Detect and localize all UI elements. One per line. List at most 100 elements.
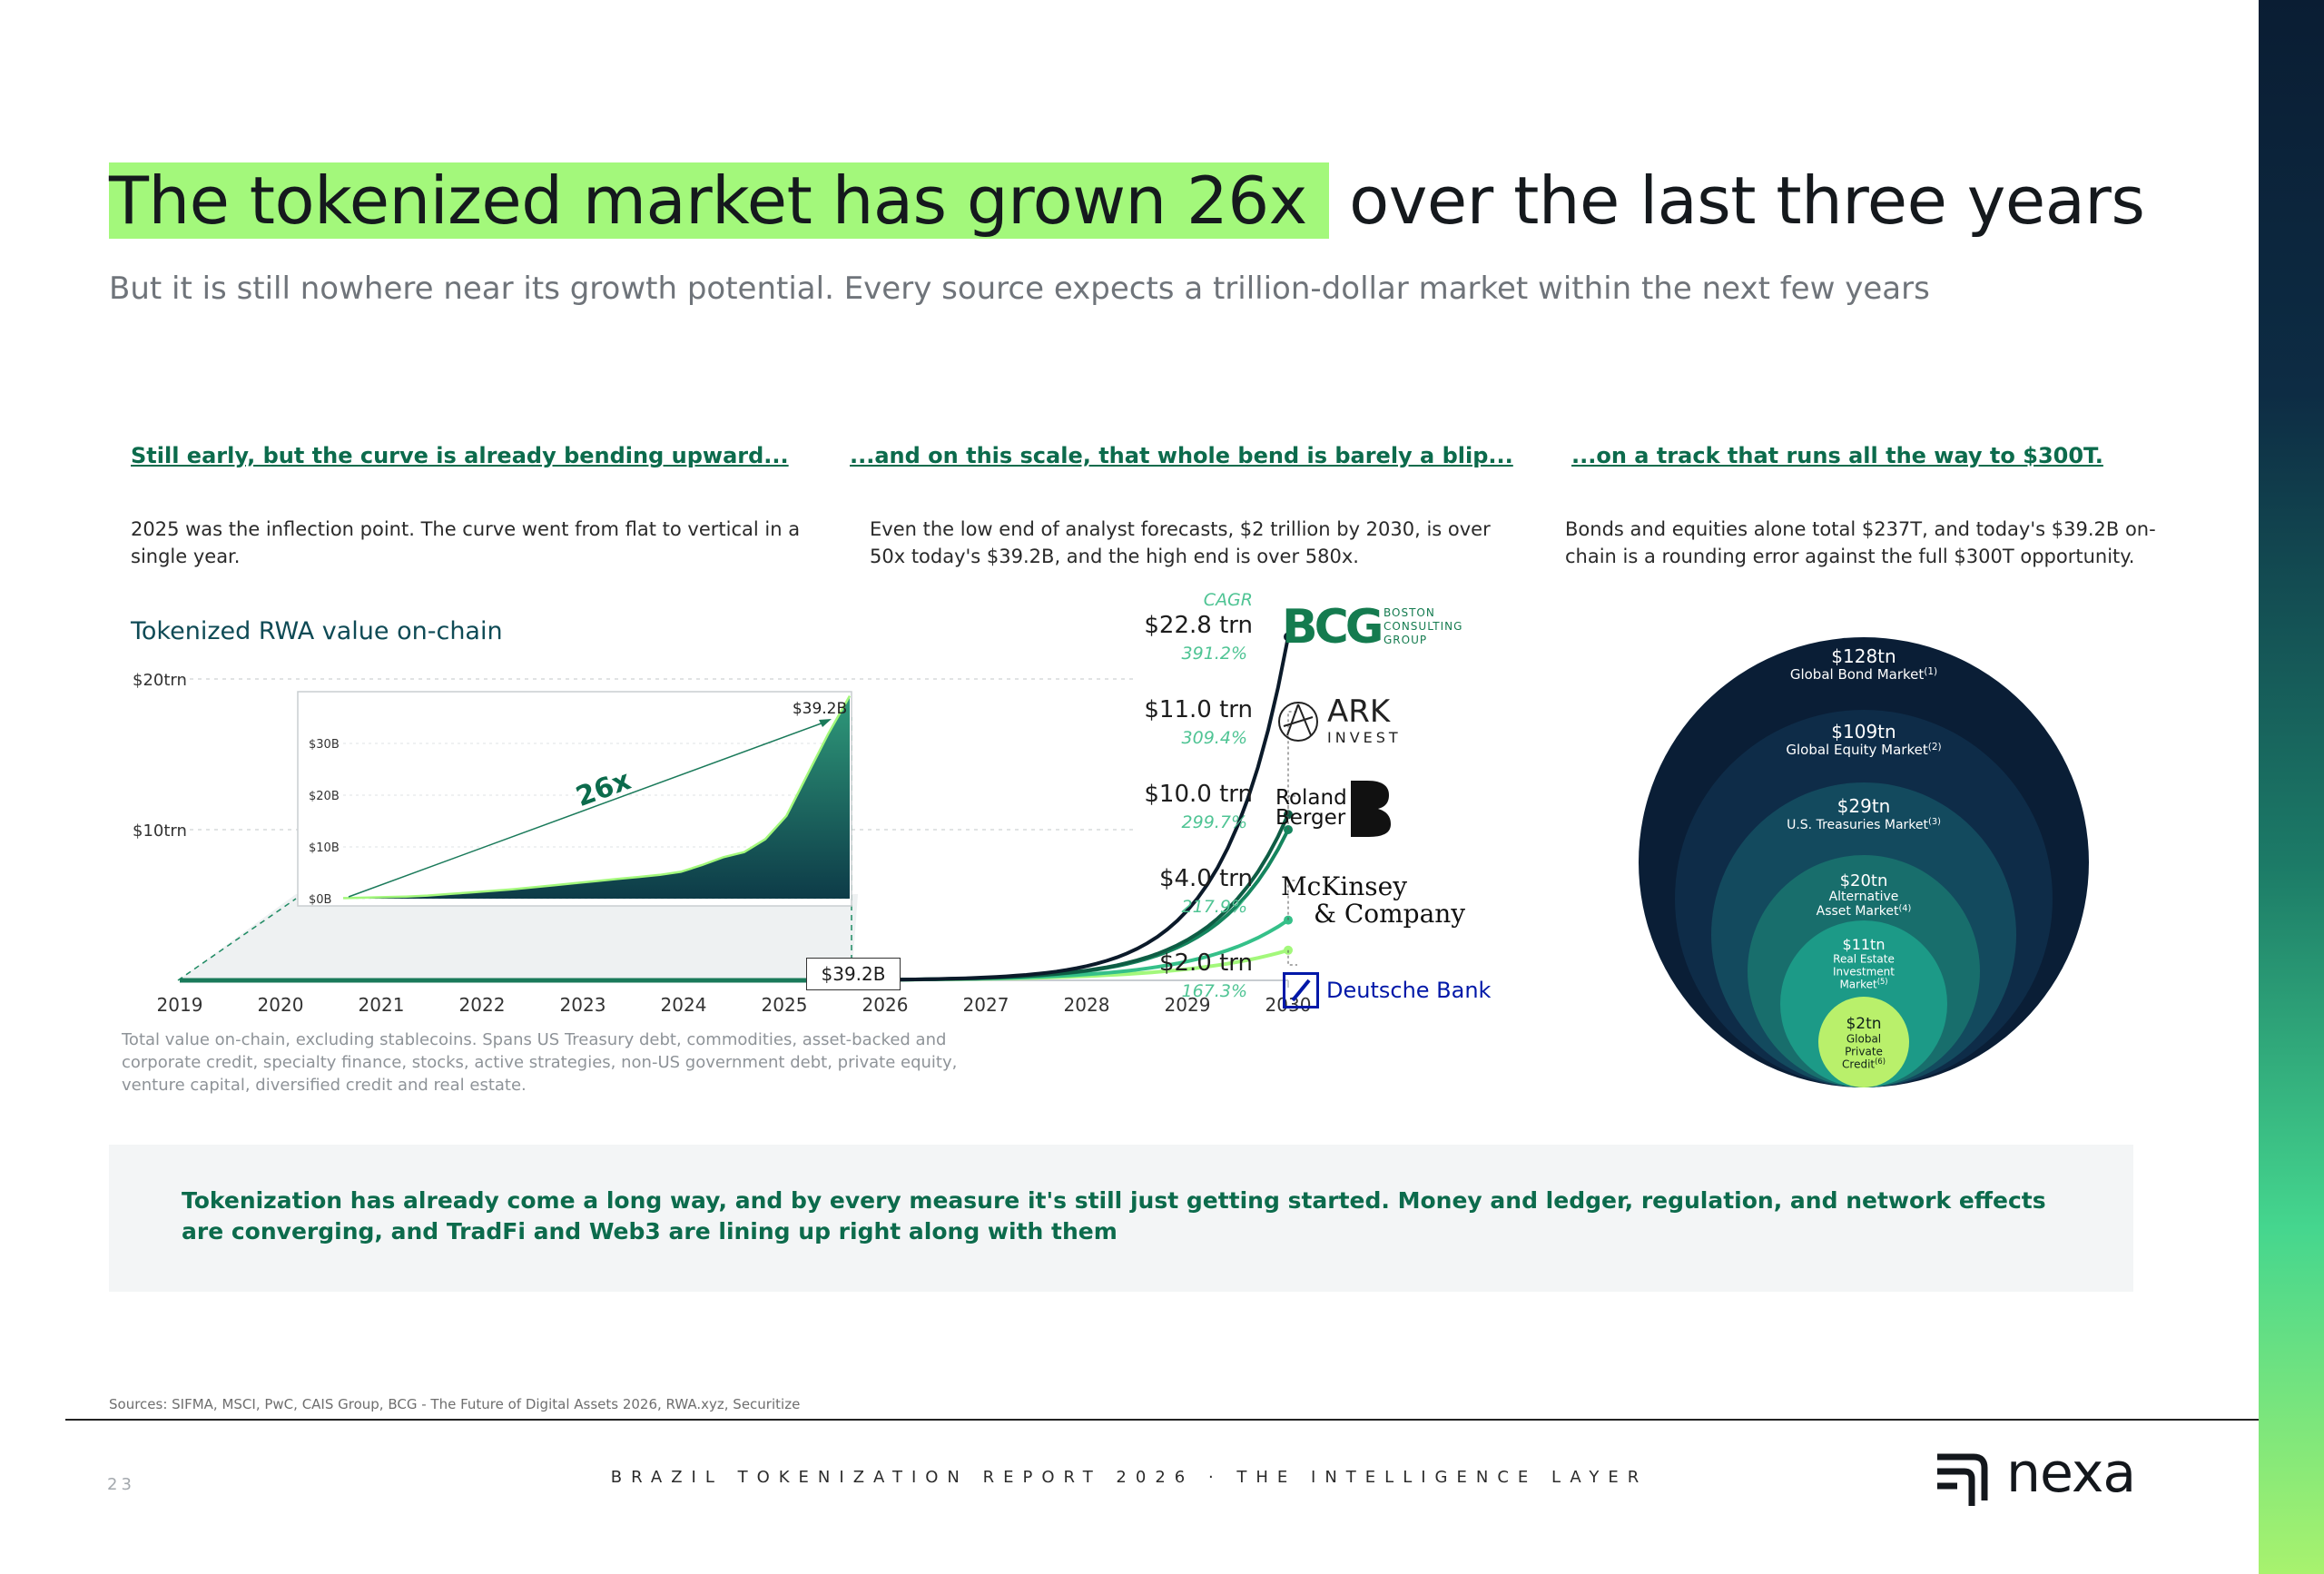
roland-line-2: Berger	[1275, 806, 1346, 830]
bcg-sub-3: GROUP	[1384, 634, 1428, 646]
x-tick-label: 2030	[1265, 994, 1312, 1016]
circle-label: Global Equity Market(2)	[1786, 742, 1941, 758]
forecast-lines	[884, 632, 1293, 982]
roland-berger-text: Roland Berger	[1275, 786, 1347, 830]
page-subtitle: But it is still nowhere near its growth …	[109, 271, 1930, 307]
bcg-logo: BCG	[1282, 600, 1482, 654]
x-tick-label: 2020	[258, 994, 304, 1016]
y-axis-labels: $10trn $20trn	[133, 671, 187, 841]
footer-rule	[65, 1419, 2259, 1421]
inset-projection-left	[177, 898, 297, 981]
forecast-cagr-label: 309.4%	[1182, 728, 1247, 748]
x-tick-label: 2029	[1165, 994, 1211, 1016]
column-2-text: Even the low end of analyst forecasts, $…	[870, 518, 1491, 567]
column-2-heading: ...and on this scale, that whole bend is…	[850, 443, 1513, 468]
circle-note: (6)	[1875, 1057, 1886, 1066]
circle-note: (1)	[1924, 666, 1937, 677]
x-tick-label: 2022	[459, 994, 506, 1016]
circle-value: $20tn	[1840, 871, 1888, 890]
mckinsey-text: McKinsey & Company	[1281, 873, 1465, 928]
gradient-sidebar	[2259, 0, 2324, 1574]
inset-floor	[178, 894, 858, 980]
mckinsey-line-1: McKinsey	[1281, 871, 1408, 901]
circle-note: (2)	[1928, 742, 1942, 753]
forecast-value-label: $2.0 trn	[1159, 949, 1253, 977]
page-title: The tokenized market has grown 26x over …	[109, 159, 2145, 242]
nexa-logo-icon	[1934, 1448, 1997, 1511]
forecast-cagr-label: 217.9%	[1182, 897, 1247, 917]
title-highlight: The tokenized market has grown 26x	[109, 162, 1329, 239]
forecast-value-label: $4.0 trn	[1159, 865, 1253, 892]
forecast-endpoint	[1284, 632, 1293, 642]
chart-title: Tokenized RWA value on-chain	[131, 617, 503, 645]
deutsche-bank-text: Deutsche Bank	[1326, 978, 1492, 1003]
x-tick-label: 2024	[661, 994, 707, 1016]
forecast-cagr-label: 167.3%	[1182, 981, 1247, 1001]
x-tick-label: 2023	[560, 994, 606, 1016]
deutsche-bank-icon	[1283, 972, 1319, 1008]
mckinsey-line-2: & Company	[1314, 899, 1466, 929]
nexa-logo-text: nexa	[2006, 1441, 2136, 1505]
circle-value: $29tn	[1837, 795, 1891, 817]
growth-arrow-head	[819, 719, 832, 727]
x-tick-label: 2025	[762, 994, 808, 1016]
circle-value: $2tn	[1846, 1015, 1881, 1033]
column-1-heading: Still early, but the curve is already be…	[131, 443, 789, 468]
forecast-labels: CAGR$22.8 trn 391.2% $11.0 trn 309.4% $10.0 …	[1144, 590, 1297, 1001]
forecast-value-label: $10.0 trn	[1144, 781, 1253, 808]
forecast-cagr-label: 299.7%	[1182, 812, 1247, 832]
inset-y-tick: $30B	[309, 738, 340, 752]
x-tick-label: 2028	[1064, 994, 1110, 1016]
circle-note: (3)	[1928, 817, 1941, 827]
circle-note: (5)	[1877, 977, 1888, 986]
report-title: BRAZIL TOKENIZATION REPORT 2026 · THE IN…	[610, 1468, 1649, 1487]
chart-baseline	[180, 978, 1289, 988]
roland-line-1: Roland	[1275, 786, 1347, 810]
inset-y-tick: $0B	[309, 893, 331, 907]
growth-arrow	[348, 721, 827, 898]
title-rest: over the last three years	[1349, 162, 2145, 239]
circle-label: Market(5)	[1839, 977, 1887, 990]
inset-area	[343, 695, 850, 899]
inset-end-label: $39.2B	[793, 700, 847, 718]
circle-label: Asset Market(4)	[1817, 903, 1912, 919]
circle-label: Global Bond Market(1)	[1790, 666, 1937, 683]
inset-line	[342, 694, 852, 900]
circle-label: Investment	[1833, 965, 1895, 978]
callout-text: Tokenization has already come a long way…	[182, 1187, 2046, 1244]
page-number: 23	[107, 1475, 135, 1494]
forecast-line	[884, 636, 1290, 982]
circle-note: (4)	[1898, 903, 1911, 913]
ark-logo-icon	[1276, 699, 1322, 748]
bcg-sub-1: BOSTON	[1384, 606, 1435, 619]
circle-label: Global	[1846, 1032, 1881, 1045]
x-tick-label: 2026	[862, 994, 909, 1016]
forecast-value-label: $11.0 trn	[1144, 696, 1253, 723]
sources-note: Sources: SIFMA, MSCI, PwC, CAIS Group, B…	[109, 1396, 801, 1412]
market-circle	[1818, 997, 1909, 1087]
inset-y-tick: $10B	[309, 841, 340, 855]
column-1-text: 2025 was the inflection point. The curve…	[131, 518, 801, 567]
circle-value: $128tn	[1831, 645, 1896, 667]
bcg-subtext: BOSTON CONSULTING GROUP	[1384, 606, 1462, 647]
circle-value: $11tn	[1843, 936, 1886, 953]
x-tick-label: 2021	[359, 994, 405, 1016]
label-connector	[1287, 795, 1297, 830]
chart-footnote: Total value on-chain, excluding stableco…	[122, 1030, 958, 1095]
circle-label: Alternative	[1829, 890, 1899, 904]
circle-label: Real Estate	[1833, 952, 1895, 965]
x-axis-labels: 2019 2020 2021 2022 2023 2024 2025 2026 2027 2028…	[157, 994, 1312, 1016]
x-tick-label: 2019	[157, 994, 203, 1016]
current-value-label: $39.2B	[806, 958, 901, 990]
callout-box	[109, 1145, 2133, 1292]
column-3-heading: ...on a track that runs all the way to $…	[1571, 443, 2103, 468]
roland-berger-mark	[1351, 781, 1391, 841]
circle-label: U.S. Treasuries Market(3)	[1787, 817, 1941, 832]
column-3-text: Bonds and equities alone total $237T, an…	[1565, 518, 2156, 567]
forecast-cagr-label: 391.2%	[1182, 644, 1247, 664]
circle-label: Credit(6)	[1842, 1057, 1886, 1070]
forecast-value-label: $22.8 trn	[1144, 612, 1253, 639]
label-connector	[1287, 880, 1297, 920]
